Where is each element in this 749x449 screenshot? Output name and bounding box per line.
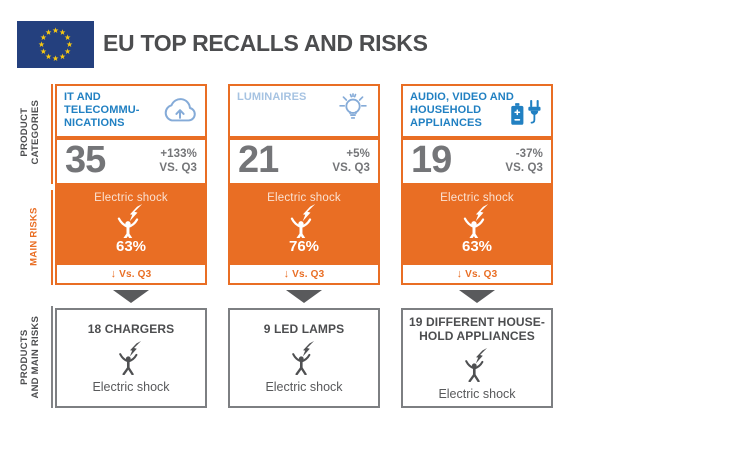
product-box: 18 CHARGERS Electric shock bbox=[55, 308, 207, 408]
risk-trend-box: ↓ Vs. Q3 bbox=[55, 263, 207, 285]
recall-count: 35 bbox=[65, 139, 106, 181]
main-risk-box: Electric shock 63% bbox=[55, 185, 207, 263]
down-triangle-icon bbox=[286, 290, 322, 303]
battery-plug-icon bbox=[510, 99, 542, 126]
main-risk-box: Electric shock 63% bbox=[401, 185, 553, 263]
risk-trend-box: ↓ Vs. Q3 bbox=[401, 263, 553, 285]
product-name: 19 DIFFERENT HOUSE- HOLD APPLIANCES bbox=[409, 314, 545, 343]
page-title: EU TOP RECALLS AND RISKS bbox=[103, 30, 428, 56]
category-column-it-telecom: IT AND TELECOMMU- NICATIONS 35 +133% VS.… bbox=[55, 84, 207, 408]
down-arrow-icon: ↓ bbox=[456, 267, 463, 280]
down-triangle-icon bbox=[113, 290, 149, 303]
category-header: IT AND TELECOMMU- NICATIONS bbox=[55, 84, 207, 138]
rail-main-risks bbox=[51, 190, 53, 285]
change-value: +133% bbox=[160, 148, 197, 160]
product-risk: Electric shock bbox=[92, 380, 170, 395]
risk-trend-box: ↓ Vs. Q3 bbox=[228, 263, 380, 285]
change-vs-q3: -37% VS. Q3 bbox=[505, 148, 543, 176]
category-title: IT AND TELECOMMU- NICATIONS bbox=[64, 91, 140, 129]
row-label-product-categories: PRODUCT CATEGORIES bbox=[18, 99, 41, 165]
risk-percentage: 76% bbox=[288, 238, 320, 255]
product-box: 19 DIFFERENT HOUSE- HOLD APPLIANCES Elec… bbox=[401, 308, 553, 408]
change-vs-label: VS. Q3 bbox=[505, 161, 543, 174]
change-value: -37% bbox=[515, 148, 543, 160]
vs-q3-label: Vs. Q3 bbox=[292, 268, 325, 280]
down-arrow-icon: ↓ bbox=[283, 267, 290, 280]
risk-percentage: 63% bbox=[115, 238, 147, 255]
recall-count: 21 bbox=[238, 139, 279, 181]
electric-shock-icon bbox=[117, 204, 144, 238]
risk-name: Electric shock bbox=[94, 192, 168, 204]
change-value: +5% bbox=[346, 148, 370, 160]
down-arrow-icon: ↓ bbox=[110, 267, 117, 280]
cloud-upload-icon bbox=[164, 98, 196, 122]
electric-shock-icon bbox=[464, 348, 489, 383]
row-label-products-and-main-risks: PRODUCTS AND MAIN RISKS bbox=[18, 315, 41, 399]
eu-flag bbox=[17, 21, 94, 68]
risk-percentage: 63% bbox=[461, 238, 493, 255]
rail-product-categories bbox=[51, 84, 53, 184]
category-column-audio-video-household: AUDIO, VIDEO AND HOUSEHOLD APPLIANCES 19… bbox=[401, 84, 553, 408]
product-risk: Electric shock bbox=[265, 380, 343, 395]
row-label-main-risks: MAIN RISKS bbox=[28, 207, 40, 266]
category-header: AUDIO, VIDEO AND HOUSEHOLD APPLIANCES bbox=[401, 84, 553, 138]
rail-products-main-risks bbox=[51, 306, 53, 408]
vs-q3-label: Vs. Q3 bbox=[119, 268, 152, 280]
recall-count-box: 35 +133% VS. Q3 bbox=[55, 138, 207, 185]
risk-name: Electric shock bbox=[440, 192, 514, 204]
recall-count-box: 21 +5% VS. Q3 bbox=[228, 138, 380, 185]
change-vs-q3: +5% VS. Q3 bbox=[332, 148, 370, 176]
category-title: LUMINAIRES bbox=[237, 91, 307, 103]
electric-shock-icon bbox=[118, 341, 143, 376]
down-triangle-icon bbox=[459, 290, 495, 303]
main-risk-box: Electric shock 76% bbox=[228, 185, 380, 263]
recall-count-box: 19 -37% VS. Q3 bbox=[401, 138, 553, 185]
lightbulb-icon bbox=[339, 93, 367, 120]
risk-name: Electric shock bbox=[267, 192, 341, 204]
recall-count: 19 bbox=[411, 139, 452, 181]
category-column-luminaires: LUMINAIRES 21 +5% VS. Q3 Electric shock … bbox=[228, 84, 380, 408]
product-name: 18 CHARGERS bbox=[87, 321, 175, 336]
change-vs-q3: +133% VS. Q3 bbox=[159, 148, 197, 176]
product-box: 9 LED LAMPS Electric shock bbox=[228, 308, 380, 408]
product-name: 9 LED LAMPS bbox=[263, 321, 345, 336]
category-header: LUMINAIRES bbox=[228, 84, 380, 138]
electric-shock-icon bbox=[463, 204, 490, 238]
vs-q3-label: Vs. Q3 bbox=[465, 268, 498, 280]
change-vs-label: VS. Q3 bbox=[159, 161, 197, 174]
electric-shock-icon bbox=[290, 204, 317, 238]
product-risk: Electric shock bbox=[438, 387, 516, 402]
change-vs-label: VS. Q3 bbox=[332, 161, 370, 174]
electric-shock-icon bbox=[291, 341, 316, 376]
category-title: AUDIO, VIDEO AND HOUSEHOLD APPLIANCES bbox=[410, 91, 514, 129]
